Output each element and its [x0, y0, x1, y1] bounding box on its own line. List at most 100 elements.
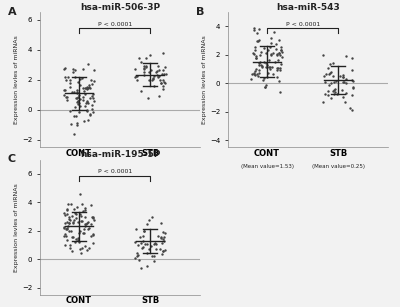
Point [88, 203, 94, 208]
Point [84, 87, 91, 92]
Point [267, 45, 273, 50]
Point [82, 92, 88, 97]
Point [143, 65, 149, 70]
Point [348, 55, 355, 60]
Point [161, 71, 167, 76]
Point [278, 61, 284, 66]
Point [60, 66, 67, 71]
Point [75, 94, 81, 99]
Point [132, 67, 138, 72]
Point [81, 89, 87, 94]
Point [133, 74, 140, 79]
Point [253, 71, 260, 76]
Point [81, 227, 88, 231]
Point [252, 48, 259, 53]
Point [158, 80, 164, 85]
Point [64, 237, 70, 242]
Point [144, 222, 151, 227]
Point [72, 68, 78, 72]
Point [248, 76, 255, 81]
Point [132, 74, 138, 79]
Point [80, 231, 87, 236]
Point [158, 72, 165, 77]
Point [267, 64, 273, 69]
Point [69, 248, 76, 253]
Point [279, 49, 285, 54]
Point [70, 220, 76, 225]
Point [63, 233, 70, 238]
Point [162, 248, 168, 253]
Point [324, 66, 331, 71]
Point [71, 114, 77, 119]
Point [261, 76, 268, 80]
Point [262, 51, 269, 56]
Point [138, 266, 145, 270]
Point [76, 82, 83, 87]
Text: C: C [8, 154, 16, 164]
Text: P < 0.0001: P < 0.0001 [98, 169, 132, 174]
Point [278, 48, 284, 53]
Point [156, 247, 163, 251]
Point [154, 68, 160, 73]
Point [90, 232, 96, 237]
Point [82, 214, 88, 219]
Point [248, 72, 255, 76]
Point [270, 71, 276, 76]
Point [152, 242, 159, 247]
Point [158, 81, 164, 86]
Point [62, 231, 69, 236]
Point [68, 122, 74, 126]
Point [134, 77, 141, 82]
Point [62, 66, 68, 71]
Point [346, 105, 353, 110]
Point [276, 37, 282, 42]
Point [82, 224, 88, 229]
Point [87, 112, 94, 117]
Point [140, 245, 146, 250]
Point [331, 91, 337, 96]
Point [84, 85, 90, 90]
Point [63, 95, 70, 99]
Point [84, 118, 91, 123]
Point [272, 41, 279, 46]
Point [87, 113, 94, 118]
Point [253, 53, 259, 58]
Point [157, 77, 163, 82]
Point [76, 92, 82, 97]
Point [91, 68, 98, 72]
Point [78, 213, 84, 218]
Point [160, 249, 166, 254]
Point [83, 101, 89, 106]
Point [63, 227, 70, 232]
Point [62, 220, 68, 225]
Point [67, 246, 74, 251]
Point [341, 80, 348, 84]
Point [269, 64, 275, 69]
Point [256, 67, 262, 72]
Point [156, 74, 162, 79]
Point [252, 67, 259, 72]
Point [252, 69, 258, 74]
Point [320, 52, 326, 57]
Point [274, 65, 280, 70]
Point [90, 240, 96, 245]
Point [158, 235, 164, 239]
Point [67, 243, 74, 247]
Point [77, 97, 84, 102]
Point [140, 67, 147, 72]
Point [62, 88, 68, 93]
Point [72, 236, 79, 241]
Point [143, 64, 150, 69]
Point [340, 74, 346, 79]
Point [144, 242, 150, 247]
Point [273, 46, 280, 51]
Point [82, 104, 88, 109]
Point [268, 52, 274, 57]
Point [277, 67, 283, 72]
Point [261, 59, 267, 64]
Point [146, 70, 152, 75]
Point [62, 75, 68, 80]
Point [322, 72, 329, 76]
Point [64, 220, 70, 225]
Point [79, 218, 85, 223]
